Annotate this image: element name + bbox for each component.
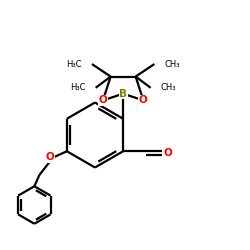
- Text: H₃C: H₃C: [66, 60, 82, 68]
- Text: O: O: [163, 148, 172, 158]
- Text: B: B: [119, 89, 127, 99]
- Text: O: O: [139, 95, 148, 105]
- Text: CH₃: CH₃: [161, 83, 176, 92]
- Text: O: O: [46, 152, 54, 162]
- Text: O: O: [98, 95, 107, 105]
- Text: CH₃: CH₃: [164, 60, 180, 68]
- Text: H₃C: H₃C: [70, 83, 86, 92]
